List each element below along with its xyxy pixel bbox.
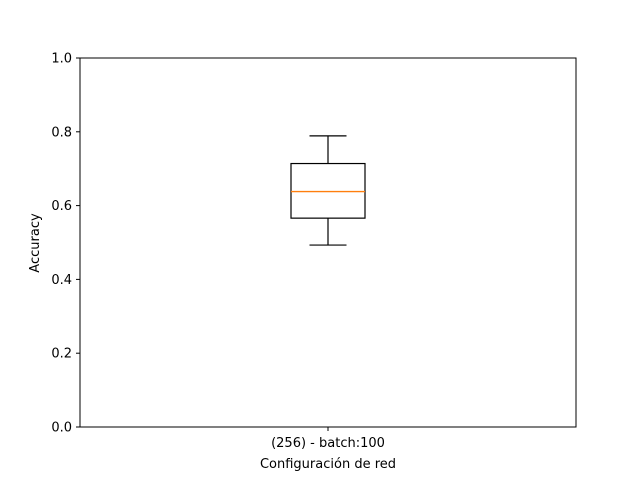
box-series [290, 135, 366, 246]
x-axis-label: Configuración de red [260, 457, 396, 472]
y-tick-label: 1.0 [51, 52, 72, 67]
iqr-box [290, 162, 366, 219]
y-tick-label: 0.8 [51, 125, 72, 140]
y-tick-label: 0.4 [51, 273, 72, 288]
y-axis-label: Accuracy [28, 213, 43, 273]
x-tick-label: (256) - batch:100 [271, 436, 385, 451]
plot-frame [79, 57, 577, 428]
y-axis-ticks: 0.0 0.2 0.4 0.6 0.8 1.0 [51, 52, 80, 436]
x-axis-ticks: (256) - batch:100 [271, 427, 385, 451]
y-tick-label: 0.6 [51, 199, 72, 214]
y-tick-label: 0.0 [51, 421, 72, 436]
y-tick-label: 0.2 [51, 347, 72, 362]
